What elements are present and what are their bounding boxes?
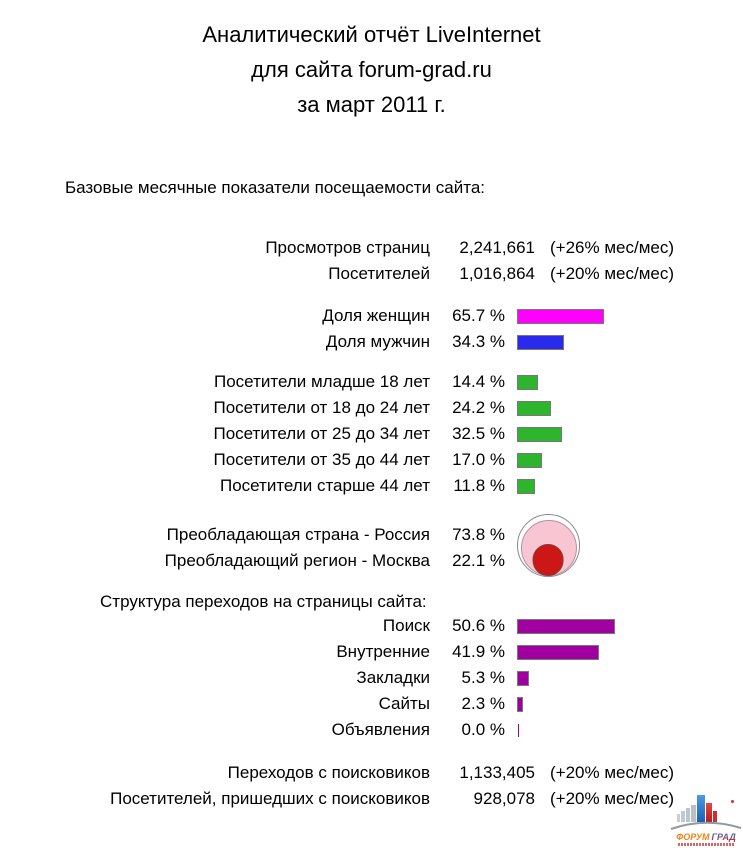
transition-label: Поиск bbox=[382, 616, 430, 635]
geo-nested-circles-chart bbox=[517, 514, 580, 577]
basic-metrics: Просмотров страниц 2,241,661 (+26% мес/м… bbox=[0, 235, 743, 287]
geo-label: Преобладающая страна - Россия bbox=[166, 525, 430, 544]
metric-change: (+26% мес/мес) bbox=[550, 238, 675, 257]
geo-label: Преобладающий регион - Москва bbox=[164, 551, 430, 570]
metric-label: Просмотров страниц bbox=[265, 238, 430, 257]
logo-skyline-icon bbox=[677, 795, 717, 822]
gender-row-female: Доля женщин 65.7 % bbox=[0, 303, 743, 329]
age-value: 32.5 % bbox=[452, 424, 505, 443]
age-value: 11.8 % bbox=[453, 476, 505, 495]
metric-row-search-transitions: Переходов с поисковиков 1,133,405 (+20% … bbox=[0, 760, 743, 786]
transition-row-sites: Сайты 2.3 % bbox=[0, 691, 743, 717]
metric-change: (+20% мес/мес) bbox=[550, 789, 675, 808]
transition-label: Объявления bbox=[331, 720, 430, 739]
logo-dot-icon bbox=[731, 800, 734, 803]
region-circle bbox=[532, 544, 564, 576]
report-title: Аналитический отчёт LiveInternet для сай… bbox=[0, 0, 743, 122]
geo-row-region: Преобладающий регион - Москва 22.1 % bbox=[0, 548, 743, 574]
female-share-bar bbox=[517, 308, 605, 324]
transition-label: Закладки bbox=[356, 668, 430, 687]
metric-row-visitors: Посетителей 1,016,864 (+20% мес/мес) bbox=[0, 261, 743, 287]
age-label: Посетители старше 44 лет bbox=[219, 476, 430, 495]
age-bar bbox=[517, 426, 563, 442]
transition-bar bbox=[517, 618, 616, 634]
logo-wordmark: ФОРУМ ГРАД bbox=[670, 832, 742, 842]
gender-label: Доля мужчин bbox=[325, 332, 430, 351]
metric-label: Посетителей, пришедших с поисковиков bbox=[110, 789, 430, 808]
transition-value: 50.6 % bbox=[452, 616, 505, 635]
age-value: 14.4 % bbox=[452, 372, 505, 391]
gender-value: 34.3 % bbox=[452, 332, 505, 351]
metric-change: (+20% мес/мес) bbox=[550, 264, 675, 283]
gender-value: 65.7 % bbox=[452, 306, 505, 325]
age-value: 24.2 % bbox=[452, 398, 505, 417]
geo-row-country: Преобладающая страна - Россия 73.8 % bbox=[0, 522, 743, 548]
logo-arc-icon bbox=[670, 821, 742, 830]
geo-value: 73.8 % bbox=[452, 525, 505, 544]
transition-bar bbox=[517, 644, 599, 660]
report-title-line1: Аналитический отчёт LiveInternet bbox=[202, 22, 541, 47]
age-label: Посетители от 18 до 24 лет bbox=[213, 398, 430, 417]
male-share-bar bbox=[517, 334, 564, 350]
transition-label: Сайты bbox=[378, 694, 430, 713]
transition-row-search: Поиск 50.6 % bbox=[0, 613, 743, 639]
transition-bar bbox=[518, 723, 519, 737]
age-label: Посетители младше 18 лет bbox=[214, 372, 430, 391]
age-label: Посетители от 25 до 34 лет bbox=[213, 424, 430, 443]
search-metrics: Переходов с поисковиков 1,133,405 (+20% … bbox=[0, 760, 743, 812]
metric-value: 1,133,405 bbox=[459, 763, 535, 782]
transition-value: 2.3 % bbox=[461, 694, 505, 713]
gender-row-male: Доля мужчин 34.3 % bbox=[0, 329, 743, 355]
age-distribution-chart: Посетители младше 18 лет 14.4 % Посетите… bbox=[0, 369, 743, 499]
age-row: Посетители от 25 до 34 лет 32.5 % bbox=[0, 421, 743, 447]
age-row: Посетители от 35 до 44 лет 17.0 % bbox=[0, 447, 743, 473]
gender-share-chart: Доля женщин 65.7 % Доля мужчин 34.3 % bbox=[0, 303, 743, 355]
transition-value: 5.3 % bbox=[461, 668, 505, 687]
transition-label: Внутренние bbox=[336, 642, 430, 661]
age-bar bbox=[517, 478, 535, 494]
transitions-chart: Поиск 50.6 % Внутренние 41.9 % Закладки … bbox=[0, 613, 743, 743]
metric-change: (+20% мес/мес) bbox=[550, 763, 675, 782]
forum-grad-logo: ФОРУМ ГРАД bbox=[670, 792, 742, 848]
section-header-transitions: Структура переходов на страницы сайта: bbox=[100, 592, 427, 611]
transition-row-bookmarks: Закладки 5.3 % bbox=[0, 665, 743, 691]
logo-word-grad: ГРАД bbox=[711, 832, 736, 842]
age-row: Посетители младше 18 лет 14.4 % bbox=[0, 369, 743, 395]
section-header-basic: Базовые месячные показатели посещаемости… bbox=[65, 178, 486, 197]
age-value: 17.0 % bbox=[452, 450, 505, 469]
metric-label: Переходов с поисковиков bbox=[227, 763, 430, 782]
age-bar bbox=[517, 374, 539, 390]
transition-value: 41.9 % bbox=[452, 642, 505, 661]
gender-label: Доля женщин bbox=[322, 306, 430, 325]
transition-bar bbox=[517, 696, 524, 712]
metric-value: 928,078 bbox=[473, 789, 535, 808]
metric-row-search-visitors: Посетителей, пришедших с поисковиков 928… bbox=[0, 786, 743, 812]
transition-bar bbox=[517, 670, 530, 686]
metric-label: Посетителей bbox=[328, 264, 430, 283]
metric-row-pageviews: Просмотров страниц 2,241,661 (+26% мес/м… bbox=[0, 235, 743, 261]
age-row: Посетители старше 44 лет 11.8 % bbox=[0, 473, 743, 499]
transition-row-ads: Объявления 0.0 % bbox=[0, 717, 743, 743]
geo-section: Преобладающая страна - Россия 73.8 % Пре… bbox=[0, 514, 743, 577]
metric-value: 1,016,864 bbox=[459, 264, 535, 283]
transition-value: 0.0 % bbox=[461, 720, 505, 739]
logo-tagline bbox=[678, 843, 734, 846]
age-row: Посетители от 18 до 24 лет 24.2 % bbox=[0, 395, 743, 421]
age-bar bbox=[517, 400, 552, 416]
logo-word-forum: ФОРУМ bbox=[676, 832, 710, 842]
age-bar bbox=[517, 452, 542, 468]
transition-row-internal: Внутренние 41.9 % bbox=[0, 639, 743, 665]
report-title-line3: за март 2011 г. bbox=[297, 92, 446, 117]
geo-value: 22.1 % bbox=[452, 551, 505, 570]
report-title-line2: для сайта forum-grad.ru bbox=[251, 57, 492, 82]
metric-value: 2,241,661 bbox=[459, 238, 535, 257]
age-label: Посетители от 35 до 44 лет bbox=[213, 450, 430, 469]
